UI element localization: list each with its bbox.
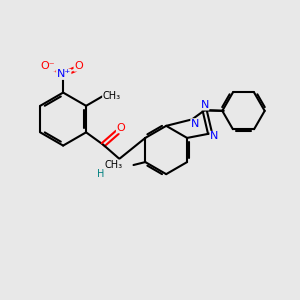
Text: CH₃: CH₃ <box>103 91 121 101</box>
Text: N: N <box>191 119 199 129</box>
Text: N: N <box>104 162 112 172</box>
Text: N: N <box>210 131 218 142</box>
Text: CH₃: CH₃ <box>104 160 122 170</box>
Text: N: N <box>200 100 209 110</box>
Text: H: H <box>97 169 104 179</box>
Text: N⁺: N⁺ <box>57 69 71 79</box>
Text: O⁻: O⁻ <box>40 61 55 71</box>
Text: O: O <box>74 61 83 71</box>
Text: O: O <box>116 123 125 133</box>
